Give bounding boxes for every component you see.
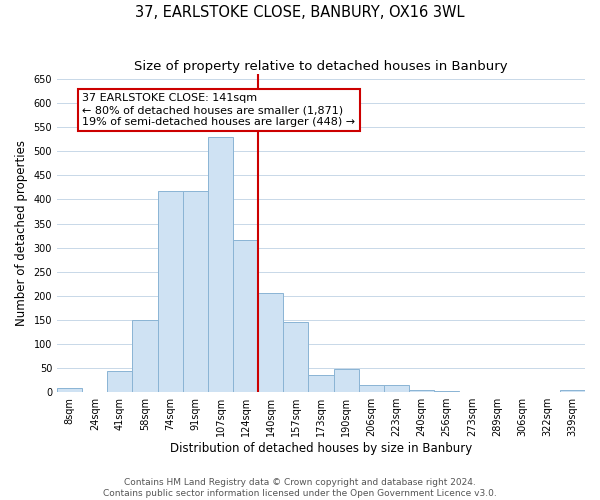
- Bar: [233, 240, 258, 392]
- Y-axis label: Number of detached properties: Number of detached properties: [15, 140, 28, 326]
- Bar: [334, 369, 359, 392]
- Bar: [258, 294, 283, 392]
- Bar: [133, 320, 158, 392]
- Text: 37 EARLSTOKE CLOSE: 141sqm
← 80% of detached houses are smaller (1,871)
19% of s: 37 EARLSTOKE CLOSE: 141sqm ← 80% of deta…: [82, 94, 355, 126]
- X-axis label: Distribution of detached houses by size in Banbury: Distribution of detached houses by size …: [170, 442, 472, 455]
- Bar: [107, 370, 133, 392]
- Bar: [158, 191, 183, 392]
- Bar: [409, 390, 434, 392]
- Bar: [560, 390, 585, 392]
- Text: 37, EARLSTOKE CLOSE, BANBURY, OX16 3WL: 37, EARLSTOKE CLOSE, BANBURY, OX16 3WL: [135, 5, 465, 20]
- Bar: [208, 137, 233, 392]
- Text: Contains HM Land Registry data © Crown copyright and database right 2024.
Contai: Contains HM Land Registry data © Crown c…: [103, 478, 497, 498]
- Bar: [283, 322, 308, 392]
- Bar: [308, 376, 334, 392]
- Bar: [359, 385, 384, 392]
- Bar: [434, 391, 459, 392]
- Bar: [57, 388, 82, 392]
- Title: Size of property relative to detached houses in Banbury: Size of property relative to detached ho…: [134, 60, 508, 73]
- Bar: [183, 191, 208, 392]
- Bar: [384, 386, 409, 392]
